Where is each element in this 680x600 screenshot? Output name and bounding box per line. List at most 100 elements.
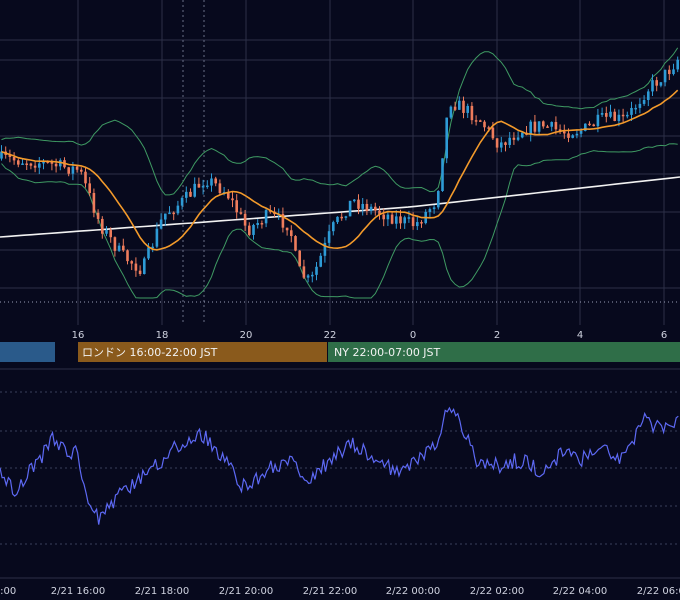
candle-body	[176, 205, 180, 214]
time-tick-label: 2/22 00:00	[386, 586, 440, 597]
session-bar-tokyo	[0, 342, 55, 362]
candle-body	[239, 212, 243, 214]
candle-body	[42, 161, 45, 164]
candle-body	[550, 122, 553, 127]
candle-body	[651, 80, 654, 92]
hour-tick-label: 2	[494, 330, 500, 341]
candle-body	[508, 137, 511, 145]
candle-body	[332, 222, 335, 232]
candle-body	[92, 192, 96, 213]
candle-body	[403, 217, 406, 224]
hour-tick-label: 4	[577, 330, 583, 341]
candle-body	[596, 114, 600, 127]
candle-body	[54, 163, 58, 167]
hour-axis: 16 18 20 22 0 2 4 6	[72, 330, 668, 341]
session-bars: ロンドン 16:00-22:00 JST NY 22:00-07:00 JST	[0, 342, 680, 362]
candle-body	[437, 190, 440, 208]
candle-body	[17, 160, 20, 165]
oscillator-line	[0, 406, 679, 525]
candle-body	[159, 219, 163, 229]
candle-body	[33, 165, 37, 168]
time-tick-label: 2/21 22:00	[303, 586, 357, 597]
candle-body	[416, 222, 419, 227]
candle-body	[155, 228, 159, 247]
candle-body	[399, 216, 402, 224]
candle-body	[214, 178, 217, 184]
candle-body	[470, 105, 474, 121]
candle-body	[302, 266, 306, 278]
candle-body	[311, 274, 314, 277]
candle-body	[584, 123, 587, 131]
candle-body	[80, 169, 83, 172]
candle-body	[231, 198, 234, 201]
candle-body	[59, 160, 62, 167]
candle-body	[617, 114, 621, 121]
bollinger-lower-line	[1, 143, 678, 299]
candle-body	[428, 209, 432, 212]
candle-body	[575, 133, 579, 136]
candle-body	[264, 210, 268, 224]
price-panel[interactable]	[0, 0, 680, 325]
candle-body	[563, 131, 566, 134]
moving-average-short-line	[1, 89, 679, 251]
candle-body	[336, 216, 339, 223]
candle-body	[84, 171, 87, 184]
candle-body	[626, 114, 629, 117]
candle-body	[449, 106, 453, 118]
session-bar-ny	[328, 342, 680, 362]
candle-body	[357, 199, 360, 209]
candle-body	[432, 207, 436, 210]
candle-body	[248, 225, 251, 235]
candle-body	[567, 133, 570, 138]
candle-body	[21, 163, 24, 165]
time-tick-label: 2/22 02:00	[470, 586, 524, 597]
candle-body	[621, 114, 625, 117]
candle-body	[327, 231, 331, 243]
candle-body	[558, 129, 562, 132]
time-axis: 4:00 2/21 16:00 2/21 18:00 2/21 20:00 2/21 2…	[0, 586, 680, 597]
candle-body	[479, 120, 482, 122]
candle-body	[521, 132, 524, 138]
oscillator-grid	[0, 391, 680, 545]
time-tick-label: 4:00	[0, 586, 16, 597]
candle-body	[411, 217, 415, 227]
candle-body	[600, 112, 604, 115]
candle-body	[172, 212, 175, 215]
candle-body	[290, 230, 293, 237]
hour-tick-label: 22	[324, 330, 337, 341]
candle-body	[67, 167, 70, 174]
time-tick-label: 2/21 18:00	[135, 586, 189, 597]
candle-body	[613, 111, 616, 121]
candle-body	[8, 154, 12, 157]
candle-body	[542, 121, 545, 127]
candle-body	[260, 223, 264, 225]
candle-body	[554, 122, 558, 130]
candle-body	[50, 161, 54, 164]
candle-body	[546, 126, 549, 128]
candle-body	[605, 112, 608, 117]
candle-body	[126, 250, 129, 262]
candle-body	[319, 255, 322, 267]
oscillator-panel[interactable]	[0, 391, 680, 545]
time-tick-label: 2/21 20:00	[219, 586, 273, 597]
candle-body	[315, 266, 318, 275]
candle-body	[189, 191, 192, 197]
time-tick-label: 2/22 04:00	[553, 586, 607, 597]
candle-body	[378, 210, 381, 215]
candle-body	[109, 230, 112, 238]
candle-body	[579, 130, 583, 134]
time-tick-label: 2/22 06:00	[637, 586, 680, 597]
candle-body	[474, 120, 478, 122]
candle-body	[638, 103, 642, 108]
candle-body	[117, 245, 121, 251]
candle-body	[533, 121, 537, 132]
candle-body	[609, 111, 612, 117]
candle-body	[344, 216, 348, 218]
candle-body	[96, 212, 100, 219]
candle-body	[164, 213, 167, 220]
candle-body	[365, 203, 369, 212]
candle-body	[340, 216, 343, 219]
candle-body	[0, 151, 3, 159]
session-label-london: ロンドン 16:00-22:00 JST	[82, 346, 218, 359]
